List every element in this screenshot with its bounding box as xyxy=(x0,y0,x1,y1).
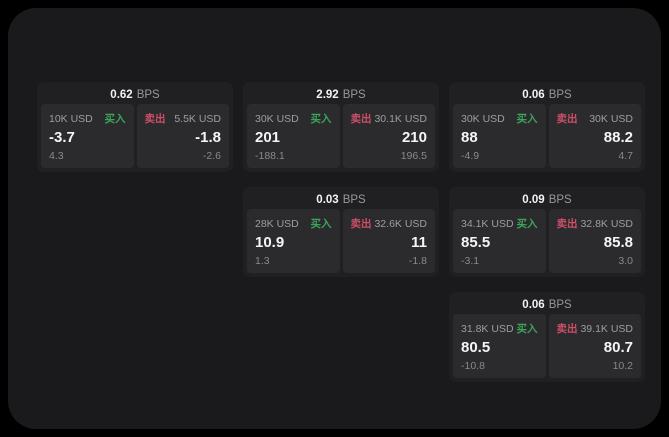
bps-value: 2.92 xyxy=(316,89,339,101)
sell-side-label: 卖出 xyxy=(556,113,578,125)
sell-delta: -1.8 xyxy=(408,255,427,267)
bps-header: 0.06 BPS xyxy=(453,296,641,314)
buy-panel[interactable]: 31.8K USD 买入 80.5 -10.8 xyxy=(453,314,546,378)
sell-delta: 10.2 xyxy=(612,360,633,372)
buy-delta: -188.1 xyxy=(255,150,285,162)
sell-panel[interactable]: 卖出 30.1K USD 210 196.5 xyxy=(342,104,435,168)
buy-price: 80.5 xyxy=(461,339,491,356)
bps-value: 0.09 xyxy=(522,194,545,206)
buy-size: 30K USD xyxy=(255,112,299,125)
sell-panel[interactable]: 卖出 30K USD 88.2 4.7 xyxy=(548,104,641,168)
quote-card-4: 0.03 BPS 28K USD 买入 10.9 1.3 卖出 32.6K US… xyxy=(243,187,439,277)
buy-delta: 4.3 xyxy=(49,150,64,162)
bps-value: 0.62 xyxy=(110,89,133,101)
sell-price: 11 xyxy=(411,234,427,251)
sell-side-label: 卖出 xyxy=(350,113,372,125)
bps-header: 0.06 BPS xyxy=(453,86,641,104)
bps-value: 0.06 xyxy=(522,89,545,101)
buy-panel[interactable]: 34.1K USD 买入 85.5 -3.1 xyxy=(453,209,546,273)
panels: 34.1K USD 买入 85.5 -3.1 卖出 32.8K USD 85.8… xyxy=(453,209,641,273)
buy-size: 34.1K USD xyxy=(461,217,514,230)
buy-price: 88 xyxy=(461,129,478,146)
sell-size: 32.8K USD xyxy=(580,217,633,230)
quote-card-5: 0.09 BPS 34.1K USD 买入 85.5 -3.1 卖出 32.8K… xyxy=(449,187,645,277)
bps-value: 0.03 xyxy=(316,194,339,206)
sell-delta: -2.6 xyxy=(202,150,221,162)
sell-price: 85.8 xyxy=(603,234,633,251)
sell-size: 30K USD xyxy=(589,112,633,125)
buy-side-label: 买入 xyxy=(310,218,332,230)
bps-unit-label: BPS xyxy=(548,89,572,101)
sell-side-label: 卖出 xyxy=(556,218,578,230)
panels: 10K USD 买入 -3.7 4.3 卖出 5.5K USD -1.8 -2.… xyxy=(41,104,229,168)
buy-panel[interactable]: 10K USD 买入 -3.7 4.3 xyxy=(41,104,134,168)
buy-size: 10K USD xyxy=(49,112,93,125)
buy-side-label: 买入 xyxy=(516,323,538,335)
bps-unit-label: BPS xyxy=(136,89,160,101)
sell-side-label: 卖出 xyxy=(556,323,578,335)
buy-delta: 1.3 xyxy=(255,255,270,267)
panels: 31.8K USD 买入 80.5 -10.8 卖出 39.1K USD 80.… xyxy=(453,314,641,378)
buy-price: -3.7 xyxy=(49,129,75,146)
bps-unit-label: BPS xyxy=(342,194,366,206)
bps-header: 0.09 BPS xyxy=(453,191,641,209)
buy-panel[interactable]: 30K USD 买入 201 -188.1 xyxy=(247,104,340,168)
sell-price: 80.7 xyxy=(603,339,633,356)
quote-board: 0.62 BPS 10K USD 买入 -3.7 4.3 卖出 5.5K USD xyxy=(37,82,645,382)
bps-header: 0.62 BPS xyxy=(41,86,229,104)
bps-unit-label: BPS xyxy=(548,299,572,311)
sell-size: 39.1K USD xyxy=(580,322,633,335)
panels: 30K USD 买入 88 -4.9 卖出 30K USD 88.2 4.7 xyxy=(453,104,641,168)
sell-side-label: 卖出 xyxy=(144,113,166,125)
app-container: 0.62 BPS 10K USD 买入 -3.7 4.3 卖出 5.5K USD xyxy=(8,8,661,429)
buy-delta: -4.9 xyxy=(461,150,480,162)
sell-panel[interactable]: 卖出 32.8K USD 85.8 3.0 xyxy=(548,209,641,273)
buy-panel[interactable]: 30K USD 买入 88 -4.9 xyxy=(453,104,546,168)
buy-side-label: 买入 xyxy=(516,218,538,230)
sell-panel[interactable]: 卖出 5.5K USD -1.8 -2.6 xyxy=(136,104,229,168)
buy-side-label: 买入 xyxy=(104,113,126,125)
quote-card-2: 2.92 BPS 30K USD 买入 201 -188.1 卖出 30.1K … xyxy=(243,82,439,172)
buy-panel[interactable]: 28K USD 买入 10.9 1.3 xyxy=(247,209,340,273)
quote-card-6: 0.06 BPS 31.8K USD 买入 80.5 -10.8 卖出 39.1… xyxy=(449,292,645,382)
buy-size: 31.8K USD xyxy=(461,322,514,335)
sell-price: 88.2 xyxy=(603,129,633,146)
buy-delta: -3.1 xyxy=(461,255,480,267)
sell-price: 210 xyxy=(401,129,427,146)
quote-card-1: 0.62 BPS 10K USD 买入 -3.7 4.3 卖出 5.5K USD xyxy=(37,82,233,172)
sell-delta: 4.7 xyxy=(618,150,633,162)
buy-price: 201 xyxy=(255,129,281,146)
sell-panel[interactable]: 卖出 32.6K USD 11 -1.8 xyxy=(342,209,435,273)
bps-header: 0.03 BPS xyxy=(247,191,435,209)
bps-header: 2.92 BPS xyxy=(247,86,435,104)
buy-size: 30K USD xyxy=(461,112,505,125)
buy-delta: -10.8 xyxy=(461,360,485,372)
bps-value: 0.06 xyxy=(522,299,545,311)
sell-side-label: 卖出 xyxy=(350,218,372,230)
sell-price: -1.8 xyxy=(195,129,221,146)
buy-price: 10.9 xyxy=(255,234,285,251)
sell-panel[interactable]: 卖出 39.1K USD 80.7 10.2 xyxy=(548,314,641,378)
sell-size: 5.5K USD xyxy=(174,112,221,125)
bps-unit-label: BPS xyxy=(548,194,572,206)
buy-side-label: 买入 xyxy=(516,113,538,125)
sell-size: 32.6K USD xyxy=(374,217,427,230)
buy-size: 28K USD xyxy=(255,217,299,230)
bps-unit-label: BPS xyxy=(342,89,366,101)
sell-delta: 3.0 xyxy=(618,255,633,267)
buy-side-label: 买入 xyxy=(310,113,332,125)
buy-price: 85.5 xyxy=(461,234,491,251)
sell-delta: 196.5 xyxy=(400,150,427,162)
quote-card-3: 0.06 BPS 30K USD 买入 88 -4.9 卖出 30K USD xyxy=(449,82,645,172)
sell-size: 30.1K USD xyxy=(374,112,427,125)
panels: 30K USD 买入 201 -188.1 卖出 30.1K USD 210 1… xyxy=(247,104,435,168)
panels: 28K USD 买入 10.9 1.3 卖出 32.6K USD 11 -1.8 xyxy=(247,209,435,273)
